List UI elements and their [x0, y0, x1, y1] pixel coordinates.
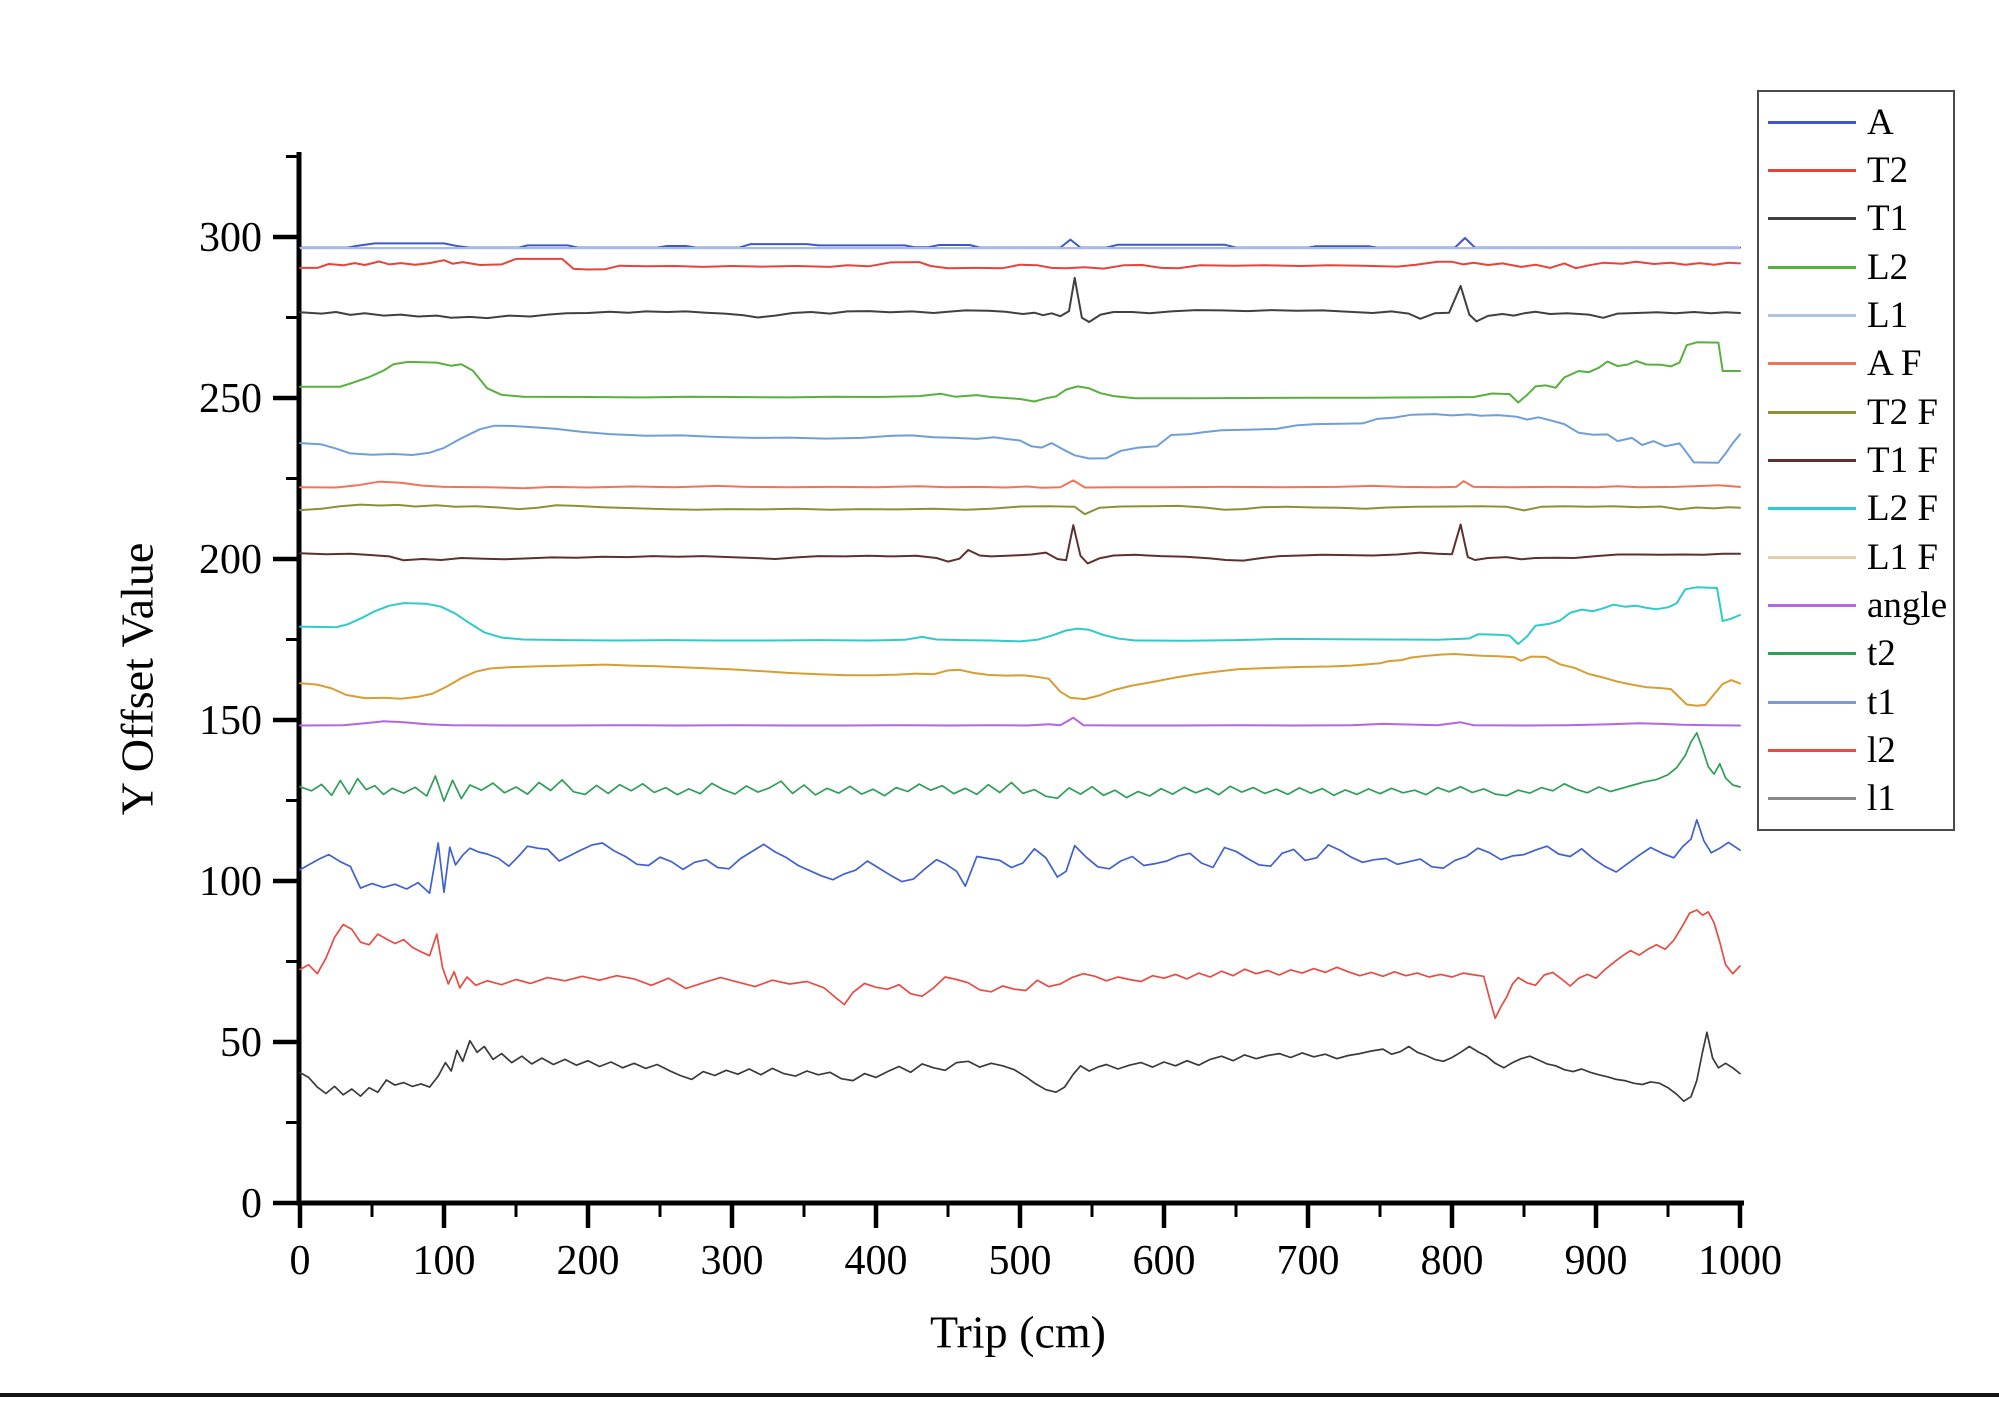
x-tick-label: 200 [557, 1238, 620, 1284]
legend-label: L2 F [1867, 488, 1938, 530]
series-line-L2 [299, 341, 1741, 404]
series-line-L2-F [299, 586, 1741, 645]
x-tick-label: 1000 [1698, 1238, 1782, 1284]
legend-label: t1 [1867, 681, 1896, 723]
series-line-T2-F [299, 503, 1741, 516]
legend-label: A F [1867, 343, 1922, 385]
y-tick-label: 100 [199, 859, 262, 905]
x-tick-label: 800 [1421, 1238, 1484, 1284]
series-line-l1 [299, 1031, 1741, 1103]
y-tick-label: 0 [241, 1181, 262, 1227]
series-line-l2 [299, 909, 1741, 1020]
legend-label: L1 [1867, 294, 1909, 336]
legend-label: T1 [1867, 198, 1909, 240]
legend-swatch-L1 [1768, 313, 1856, 317]
legend-swatch-T2-F [1768, 410, 1856, 414]
x-tick-label: 900 [1565, 1238, 1628, 1284]
legend-item-A-F: A F [1759, 342, 1953, 386]
legend-swatch-T1 [1768, 217, 1856, 221]
series-line-T2 [299, 257, 1741, 271]
legend-item-t1: t1 [1759, 680, 1953, 724]
x-tick-label: 300 [701, 1238, 764, 1284]
legend-swatch-t2 [1768, 652, 1856, 656]
series-line-L1-F [299, 653, 1741, 707]
x-tick-label: 400 [845, 1238, 908, 1284]
legend-swatch-t1 [1768, 700, 1856, 704]
legend-swatch-L1-F [1768, 555, 1856, 559]
legend-label: t2 [1867, 633, 1896, 675]
x-tick-label: 500 [989, 1238, 1052, 1284]
y-tick-label: 50 [220, 1020, 262, 1066]
y-tick-label: 250 [199, 376, 262, 422]
legend-item-L1: L1 [1759, 293, 1953, 337]
legend-swatch-L2-F [1768, 507, 1856, 511]
series-line-angle [299, 716, 1741, 727]
legend-swatch-A [1768, 120, 1856, 124]
x-axis-title: Trip (cm) [930, 1306, 1106, 1358]
legend-label: L1 F [1867, 536, 1938, 578]
legend-item-T2-F: T2 F [1759, 390, 1953, 434]
y-axis-title: Y Offset Value [111, 542, 163, 816]
bottom-window-edge [0, 1393, 1999, 1397]
legend-label: l2 [1867, 729, 1896, 771]
x-tick-label: 100 [413, 1238, 476, 1284]
legend-label: A [1867, 101, 1894, 143]
legend-item-angle: angle [1759, 583, 1953, 627]
legend-swatch-l1 [1768, 797, 1856, 801]
legend-item-L2-F: L2 F [1759, 487, 1953, 531]
y-tick-label: 300 [199, 215, 262, 261]
legend-item-T1-F: T1 F [1759, 438, 1953, 482]
x-tick-label: 700 [1277, 1238, 1340, 1284]
legend-item-L1-F: L1 F [1759, 535, 1953, 579]
legend: A T2 T1 L2 L1 A F T2 F T1 F L2 F L1 F angle t2 t1 l2 l… [1757, 90, 1955, 831]
legend-item-l1: l1 [1759, 777, 1953, 821]
legend-swatch-L2 [1768, 265, 1856, 269]
legend-label: l1 [1867, 778, 1896, 820]
legend-item-L2: L2 [1759, 245, 1953, 289]
legend-item-t2: t2 [1759, 632, 1953, 676]
y-tick-label: 150 [199, 698, 262, 744]
series-line-T1 [299, 276, 1741, 323]
series-line-A-F [299, 479, 1741, 490]
series-line-T1-F [299, 523, 1741, 565]
legend-item-l2: l2 [1759, 728, 1953, 772]
series-line-A [299, 237, 1741, 249]
legend-item-T2: T2 [1759, 148, 1953, 192]
y-tick-label: 200 [199, 537, 262, 583]
legend-item-A: A [1759, 100, 1953, 144]
legend-swatch-T2 [1768, 168, 1856, 172]
x-tick-label: 0 [290, 1238, 311, 1284]
legend-item-T1: T1 [1759, 197, 1953, 241]
legend-swatch-T1-F [1768, 458, 1856, 462]
series-line-t1 [299, 818, 1741, 895]
legend-label: T2 [1867, 149, 1909, 191]
legend-label: T2 F [1867, 391, 1938, 433]
legend-label: L2 [1867, 246, 1909, 288]
legend-swatch-angle [1768, 603, 1856, 607]
x-tick-label: 600 [1133, 1238, 1196, 1284]
series-line-t2 [299, 732, 1741, 802]
series-line-L1 [299, 413, 1741, 464]
legend-swatch-l2 [1768, 748, 1856, 752]
legend-swatch-A-F [1768, 362, 1856, 366]
legend-label: angle [1867, 584, 1948, 626]
legend-label: T1 F [1867, 439, 1938, 481]
